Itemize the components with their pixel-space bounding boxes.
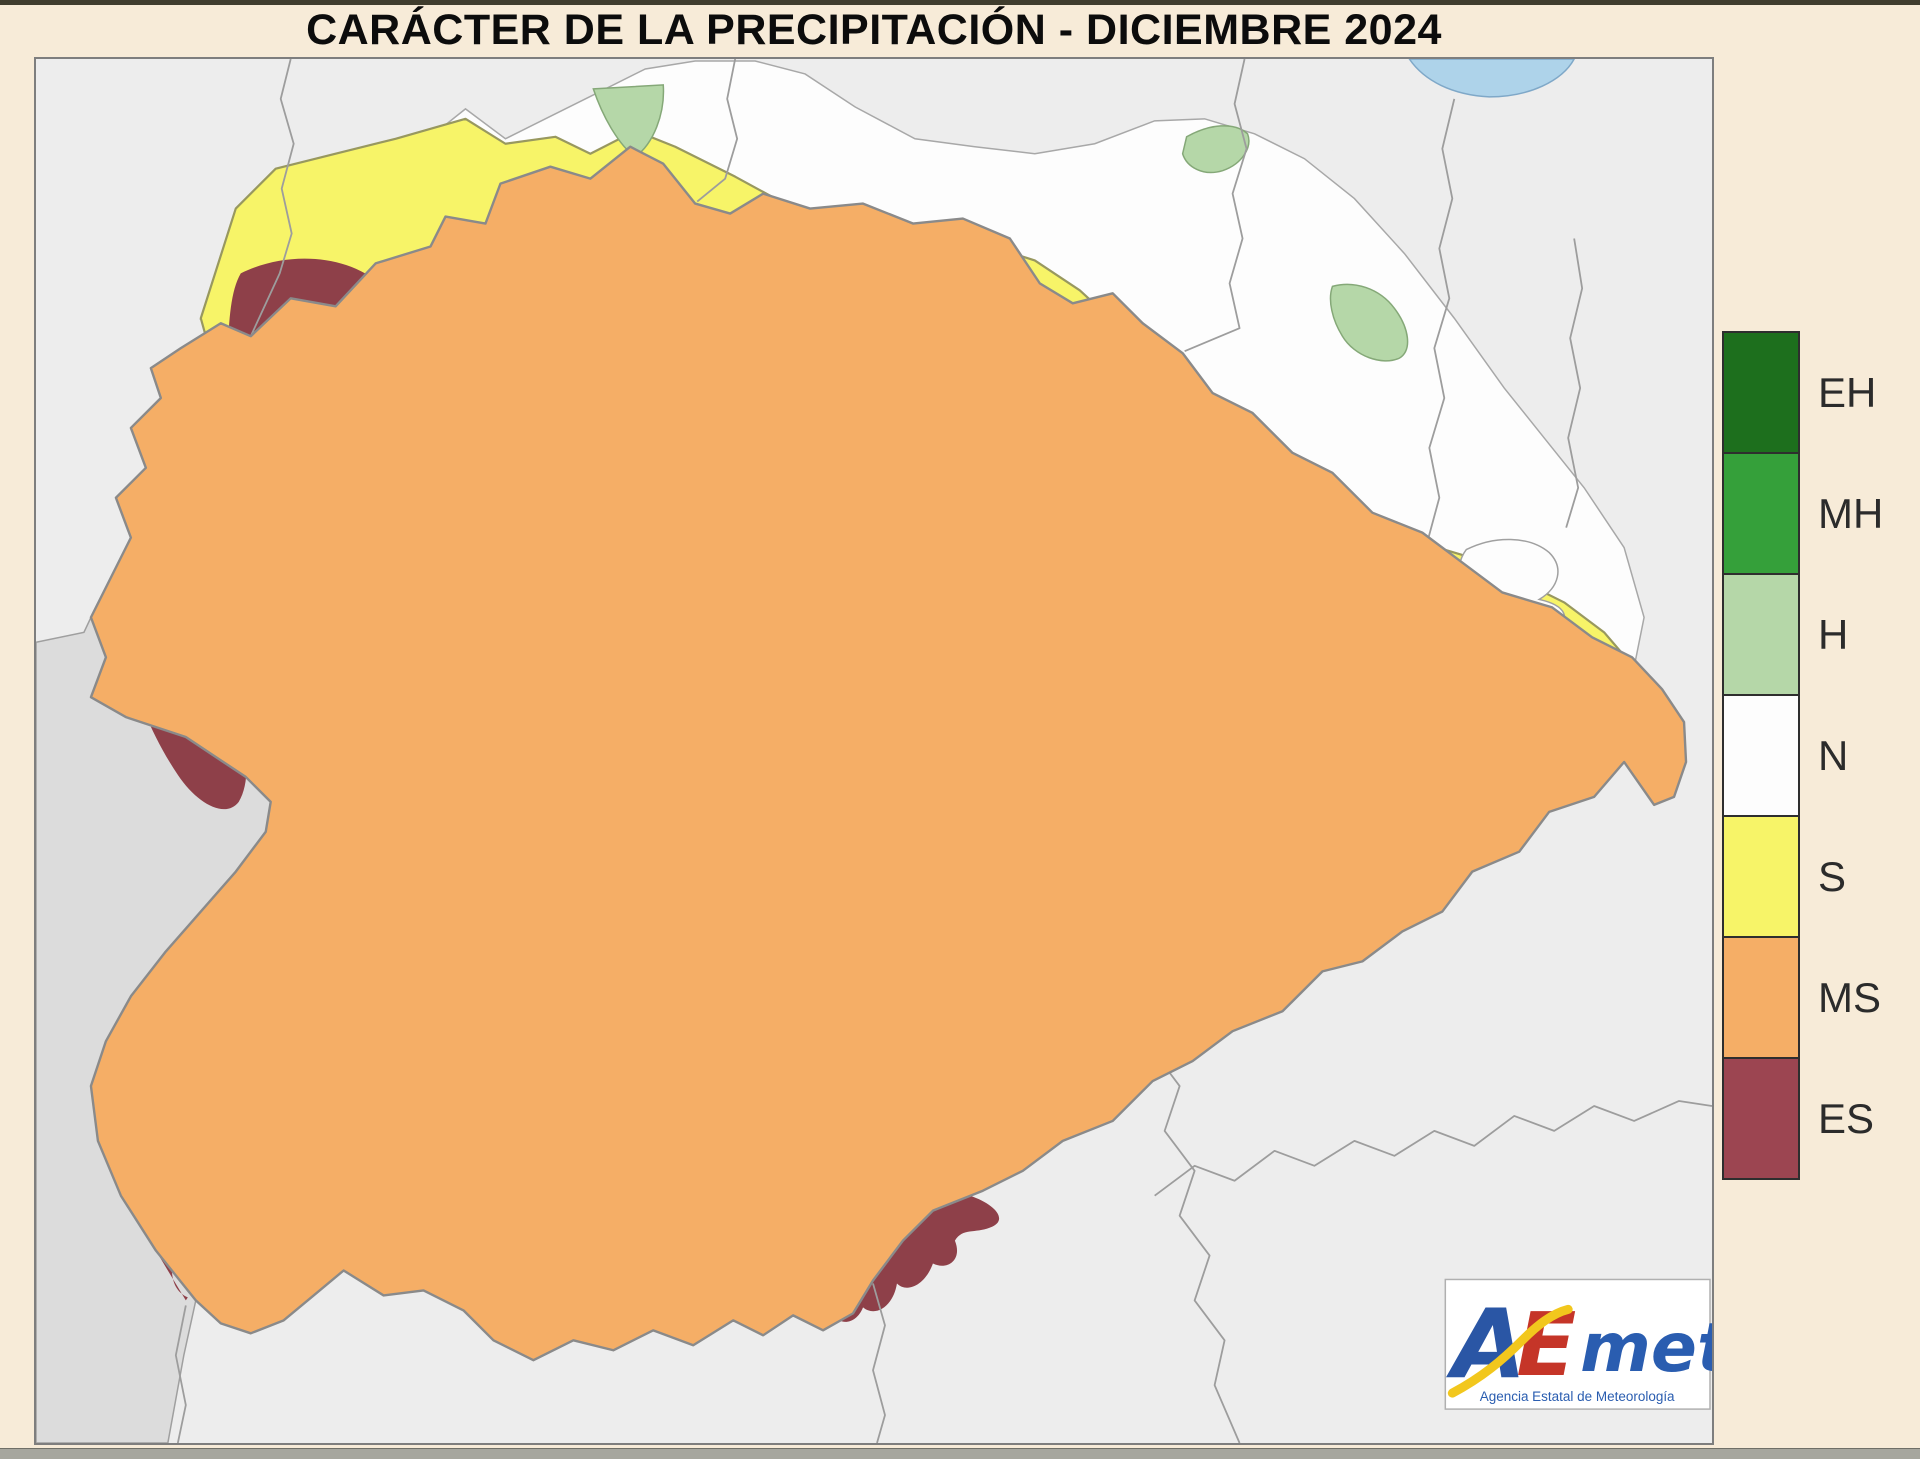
outside-gray-pocket	[1119, 59, 1495, 153]
legend-item-eh: EH	[1722, 331, 1883, 454]
legend-swatch-h	[1722, 573, 1800, 696]
aemet-logo: A E met Agencia Estatal de Meteorología	[1444, 1278, 1712, 1410]
legend-item-ms: MS	[1722, 936, 1883, 1059]
legend: EH MH H N S MS ES	[1722, 331, 1883, 1180]
patch-humid-3	[1329, 283, 1409, 362]
legend-label-ms: MS	[1818, 973, 1881, 1021]
legend-label-n: N	[1818, 731, 1849, 779]
legend-swatch-s	[1722, 815, 1800, 938]
legend-item-es: ES	[1722, 1057, 1883, 1180]
logo-box	[1444, 1278, 1711, 1410]
top-border	[0, 0, 1920, 5]
page-title: CARÁCTER DE LA PRECIPITACIÓN - DICIEMBRE…	[306, 6, 1442, 54]
logo-swoosh-icon	[1447, 1304, 1573, 1398]
legend-label-eh: EH	[1818, 368, 1877, 416]
bottom-border	[0, 1448, 1920, 1459]
legend-swatch-ms	[1722, 936, 1800, 1059]
legend-item-h: H	[1722, 573, 1883, 696]
map-frame: A E met Agencia Estatal de Meteorología	[34, 57, 1714, 1445]
legend-item-n: N	[1722, 694, 1883, 817]
legend-label-mh: MH	[1818, 489, 1884, 537]
logo-tagline: Agencia Estatal de Meteorología	[1480, 1389, 1675, 1404]
legend-swatch-es	[1722, 1057, 1800, 1180]
precipitation-map: A E met Agencia Estatal de Meteorología	[36, 59, 1712, 1443]
legend-swatch-n	[1722, 694, 1800, 817]
legend-label-h: H	[1818, 610, 1849, 658]
legend-item-mh: MH	[1722, 452, 1883, 575]
legend-swatch-mh	[1722, 452, 1800, 575]
logo-letters-met: met	[1580, 1309, 1712, 1388]
sea-patch	[1408, 59, 1576, 98]
legend-item-s: S	[1722, 815, 1883, 938]
legend-label-es: ES	[1818, 1094, 1875, 1142]
legend-label-s: S	[1818, 852, 1847, 900]
legend-swatch-eh	[1722, 331, 1800, 454]
